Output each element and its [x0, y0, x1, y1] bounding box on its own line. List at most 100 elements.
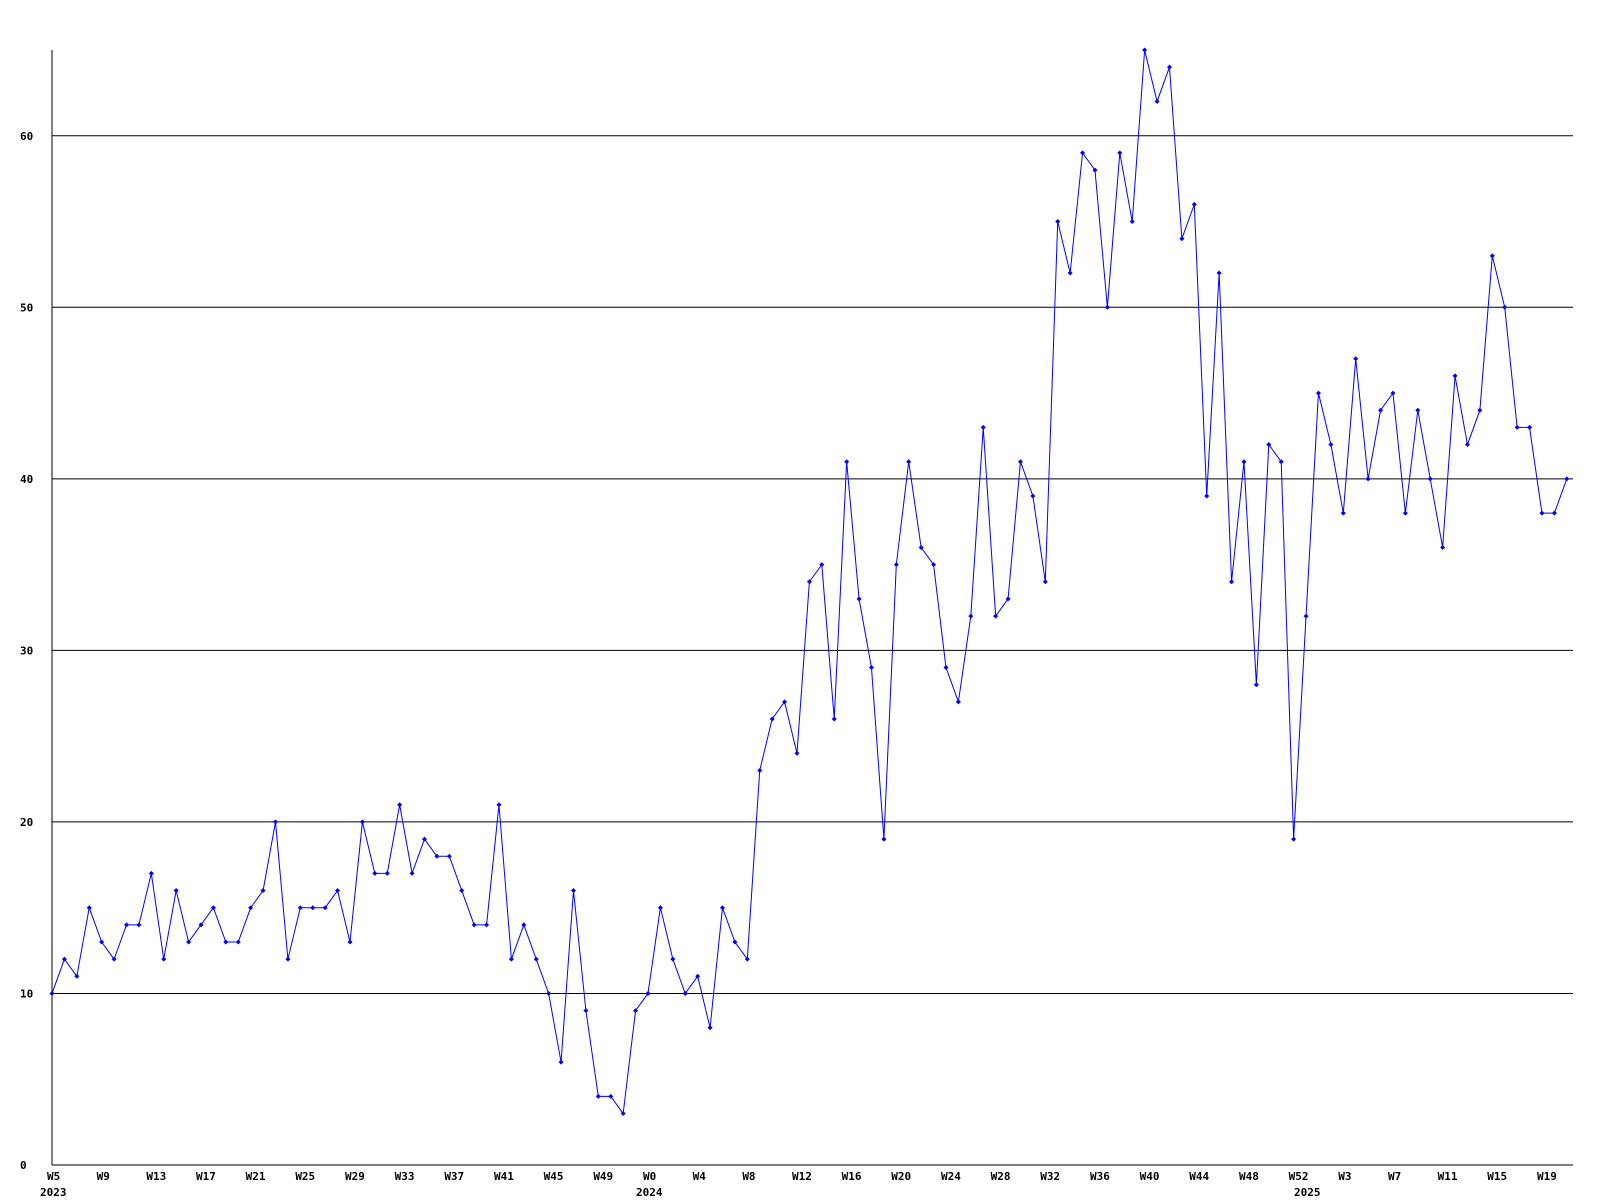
- marker: [645, 990, 651, 996]
- marker: [1378, 407, 1384, 413]
- x-tick-label: W52: [1289, 1170, 1309, 1183]
- x-tick-label: W25: [295, 1170, 315, 1183]
- x-tick-label: W13: [146, 1170, 166, 1183]
- x-tick-label: W15: [1487, 1170, 1507, 1183]
- marker: [1477, 407, 1483, 413]
- marker: [918, 544, 924, 550]
- marker: [732, 939, 738, 945]
- marker: [1179, 236, 1185, 242]
- marker: [1427, 476, 1433, 482]
- marker: [1353, 356, 1359, 362]
- marker: [707, 1025, 713, 1031]
- marker: [906, 459, 912, 465]
- x-tick-label: W32: [1040, 1170, 1060, 1183]
- x-tick-label: W48: [1239, 1170, 1259, 1183]
- marker: [1216, 270, 1222, 276]
- x-tick-label: W7: [1388, 1170, 1401, 1183]
- marker: [1154, 98, 1160, 104]
- marker: [1142, 47, 1148, 53]
- marker: [1229, 579, 1235, 585]
- marker: [993, 613, 999, 619]
- marker: [111, 956, 117, 962]
- marker: [769, 716, 775, 722]
- y-tick-label: 30: [20, 644, 33, 657]
- marker: [1452, 373, 1458, 379]
- marker: [61, 956, 67, 962]
- marker: [260, 888, 266, 894]
- marker: [235, 939, 241, 945]
- marker: [1204, 493, 1210, 499]
- marker: [1191, 201, 1197, 207]
- marker: [1030, 493, 1036, 499]
- marker: [484, 922, 490, 928]
- x-tick-label: W5: [47, 1170, 60, 1183]
- y-tick-label: 0: [20, 1159, 27, 1172]
- marker: [223, 939, 229, 945]
- marker: [1092, 167, 1098, 173]
- y-tick-label: 60: [20, 130, 33, 143]
- marker: [657, 905, 663, 911]
- marker: [459, 888, 465, 894]
- marker: [608, 1093, 614, 1099]
- marker: [1042, 579, 1048, 585]
- marker: [1489, 253, 1495, 259]
- marker: [757, 767, 763, 773]
- x-tick-label: W36: [1090, 1170, 1110, 1183]
- marker: [558, 1059, 564, 1065]
- marker: [1328, 442, 1334, 448]
- marker: [1278, 459, 1284, 465]
- marker: [1266, 442, 1272, 448]
- x-tick-label: W3: [1338, 1170, 1351, 1183]
- marker: [1440, 544, 1446, 550]
- marker: [546, 990, 552, 996]
- marker: [99, 939, 105, 945]
- marker: [881, 836, 887, 842]
- marker: [1390, 390, 1396, 396]
- y-tick-label: 50: [20, 301, 33, 314]
- x-tick-label: W24: [941, 1170, 961, 1183]
- marker: [285, 956, 291, 962]
- marker: [1502, 304, 1508, 310]
- marker: [1539, 510, 1545, 516]
- marker: [446, 853, 452, 859]
- marker: [1340, 510, 1346, 516]
- marker: [421, 836, 427, 842]
- marker: [719, 905, 725, 911]
- marker: [1514, 424, 1520, 430]
- marker: [409, 870, 415, 876]
- marker: [508, 956, 514, 962]
- marker: [1551, 510, 1557, 516]
- x-year-label: 2024: [636, 1186, 663, 1199]
- marker: [1080, 150, 1086, 156]
- x-tick-label: W41: [494, 1170, 514, 1183]
- marker: [1402, 510, 1408, 516]
- marker: [496, 802, 502, 808]
- marker: [856, 596, 862, 602]
- marker: [471, 922, 477, 928]
- marker: [1067, 270, 1073, 276]
- marker: [583, 1008, 589, 1014]
- marker: [931, 562, 937, 568]
- x-tick-label: W44: [1189, 1170, 1209, 1183]
- marker: [335, 888, 341, 894]
- marker: [1315, 390, 1321, 396]
- marker: [74, 973, 80, 979]
- marker: [1005, 596, 1011, 602]
- marker: [868, 665, 874, 671]
- marker: [595, 1093, 601, 1099]
- x-tick-label: W12: [792, 1170, 812, 1183]
- marker: [521, 922, 527, 928]
- marker: [1241, 459, 1247, 465]
- marker: [161, 956, 167, 962]
- x-tick-label: W28: [991, 1170, 1011, 1183]
- marker: [434, 853, 440, 859]
- marker: [943, 665, 949, 671]
- marker: [186, 939, 192, 945]
- marker: [980, 424, 986, 430]
- x-tick-label: W0: [643, 1170, 656, 1183]
- marker: [1564, 476, 1570, 482]
- marker: [844, 459, 850, 465]
- marker: [322, 905, 328, 911]
- marker: [1253, 682, 1259, 688]
- marker: [372, 870, 378, 876]
